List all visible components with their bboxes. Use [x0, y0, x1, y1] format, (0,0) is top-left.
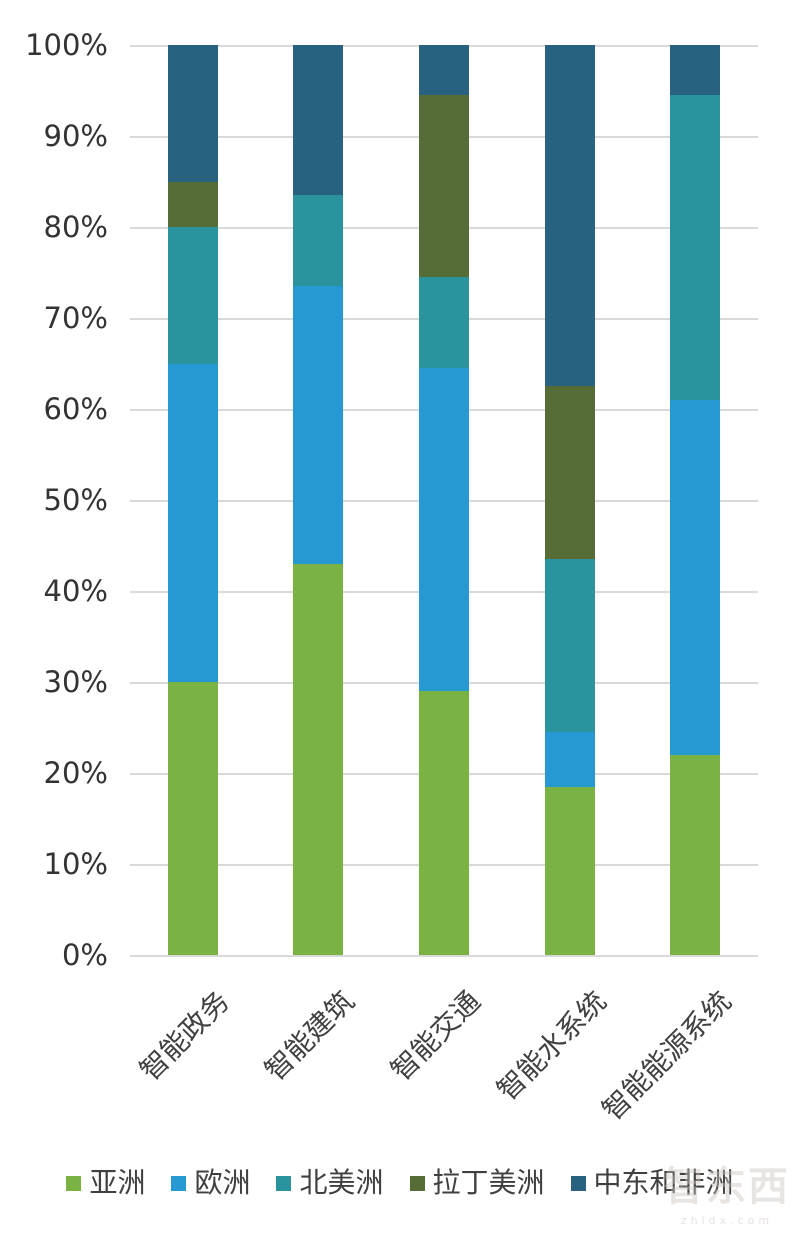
- y-axis-tick-label: 100%: [25, 28, 108, 62]
- bar-segment: [544, 732, 595, 787]
- y-axis-tick-label: 80%: [43, 210, 108, 244]
- gridline: [130, 955, 758, 957]
- bar-segment: [670, 45, 721, 96]
- bar-segment: [418, 277, 469, 369]
- bar-segment: [167, 227, 218, 364]
- bar-segment: [293, 286, 344, 564]
- legend-swatch-icon: [409, 1175, 425, 1191]
- legend-item: 亚洲: [66, 1166, 145, 1200]
- bar-column: [130, 45, 256, 955]
- legend-label: 中东和非洲: [593, 1166, 734, 1199]
- bar-segment: [544, 559, 595, 733]
- y-axis-tick-label: 20%: [43, 756, 108, 790]
- y-axis-tick-label: 0%: [61, 938, 108, 972]
- legend-swatch-icon: [66, 1175, 82, 1191]
- x-axis-label: 智能交通: [384, 984, 487, 1088]
- x-axis-label: 智能能源系统: [595, 984, 739, 1127]
- bar-segment: [167, 45, 218, 182]
- stacked-bar: [293, 45, 344, 955]
- legend-swatch-icon: [570, 1175, 586, 1191]
- stacked-bar: [544, 45, 595, 955]
- x-axis-label: 智能水系统: [490, 984, 613, 1107]
- y-axis-tick-label: 60%: [43, 392, 108, 426]
- x-axis-label: 智能政务: [133, 984, 236, 1088]
- bar-segment: [418, 95, 469, 278]
- plot-area: [130, 45, 758, 957]
- bar-column: [507, 45, 633, 955]
- bar-segment: [167, 181, 218, 227]
- x-axis-label: 智能建筑: [258, 984, 362, 1088]
- bar-segment: [670, 95, 721, 400]
- legend-item: 中东和非洲: [570, 1166, 734, 1200]
- stacked-bar: [167, 45, 218, 955]
- bar-column: [381, 45, 507, 955]
- legend-label: 拉丁美洲: [432, 1166, 545, 1199]
- bar-segment: [418, 691, 469, 955]
- bar-segment: [670, 754, 721, 955]
- y-axis-tick-label: 10%: [43, 847, 108, 881]
- legend-swatch-icon: [171, 1175, 187, 1191]
- bar-segment: [167, 363, 218, 682]
- bar-segment: [293, 195, 344, 287]
- bar-segment: [167, 682, 218, 955]
- stacked-bar: [418, 45, 469, 955]
- legend-item: 拉丁美洲: [409, 1166, 545, 1200]
- y-axis-tick-label: 30%: [43, 665, 108, 699]
- legend-label: 北美洲: [299, 1166, 384, 1199]
- bar-segment: [418, 45, 469, 96]
- stacked-bar: [670, 45, 721, 955]
- legend-label: 欧洲: [194, 1166, 251, 1199]
- legend-item: 北美洲: [276, 1166, 384, 1200]
- y-axis-tick-label: 40%: [43, 574, 108, 608]
- bar-column: [632, 45, 758, 955]
- bar-segment: [293, 45, 344, 196]
- bar-segment: [544, 386, 595, 560]
- legend-item: 欧洲: [171, 1166, 250, 1200]
- y-axis-tick-label: 90%: [43, 119, 108, 153]
- bar-segment: [418, 368, 469, 692]
- watermark-domain-text: zhidx.com: [680, 1214, 774, 1227]
- bar-segment: [293, 563, 344, 955]
- bar-column: [256, 45, 382, 955]
- bar-segment: [670, 399, 721, 755]
- bar-segment: [544, 786, 595, 955]
- bar-segment: [544, 45, 595, 387]
- y-axis-tick-label: 50%: [43, 483, 108, 517]
- legend-swatch-icon: [276, 1175, 292, 1191]
- legend: 亚洲 欧洲 北美洲 拉丁美洲 中东和非洲: [0, 1166, 800, 1200]
- y-axis-tick-label: 70%: [43, 301, 108, 335]
- legend-label: 亚洲: [89, 1166, 146, 1199]
